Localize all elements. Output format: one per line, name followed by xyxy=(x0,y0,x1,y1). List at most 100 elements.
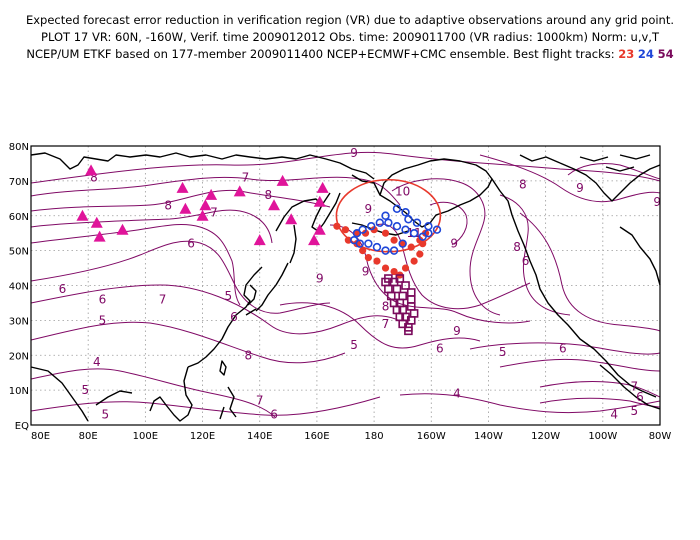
contour-label: 5 xyxy=(99,313,107,327)
coastline-okhotsk xyxy=(275,198,323,232)
contour-label: 6 xyxy=(187,237,195,251)
purple-track-point xyxy=(409,309,419,318)
blue-track-point xyxy=(401,225,410,234)
coastline-arctic-islands xyxy=(519,154,651,172)
contour-label: 4 xyxy=(610,408,618,422)
contour-label: 7 xyxy=(159,292,167,306)
purple-track-point xyxy=(395,274,405,283)
blue-track-point xyxy=(367,222,376,231)
blue-track-point xyxy=(392,204,402,213)
blue-track-point xyxy=(355,239,364,248)
triangle-marker xyxy=(313,195,326,207)
contour-label: 11 xyxy=(406,226,421,240)
purple-track-point xyxy=(398,291,407,301)
contour-label: 5 xyxy=(350,338,358,352)
coastline-aleutians xyxy=(351,222,409,236)
lat-tick-label: 30N xyxy=(9,316,29,327)
blue-track-point xyxy=(418,232,427,241)
latitude-tick-labels: EQ 10N 20N 30N 40N 50N 60N 70N 80N xyxy=(9,142,29,432)
blue-track-point xyxy=(401,208,410,217)
red-track-point xyxy=(401,264,410,272)
red-track-point xyxy=(344,236,352,244)
contour-line xyxy=(30,209,273,244)
contour-line xyxy=(30,151,661,184)
coastline-sakhalin xyxy=(289,224,297,264)
plot-frame xyxy=(30,145,661,426)
contour-label: 9 xyxy=(450,237,458,251)
lon-tick-label: 100W xyxy=(588,431,617,442)
contour-line xyxy=(30,189,331,212)
contour-label: 8 xyxy=(519,177,527,191)
contour-label: 7 xyxy=(210,205,218,219)
lon-tick-label: 80W xyxy=(649,431,672,442)
red-track-point xyxy=(359,247,367,255)
lat-tick-label: EQ xyxy=(15,421,29,432)
contour-label: 9 xyxy=(350,146,358,160)
contour-label: 4 xyxy=(93,355,101,369)
lat-tick-label: 80N xyxy=(9,142,29,153)
contour-label: 8 xyxy=(244,348,252,362)
purple-track-point xyxy=(401,312,410,322)
purple-track-point xyxy=(384,284,393,294)
contour-label: 8 xyxy=(90,170,98,184)
contour-label: 5 xyxy=(102,408,110,422)
triangle-markers xyxy=(76,164,329,246)
blue-track-point xyxy=(352,228,362,238)
contour-label: 6 xyxy=(99,292,107,306)
red-track-point xyxy=(407,243,415,251)
lat-tick-label: 40N xyxy=(9,282,29,293)
triangle-marker xyxy=(313,223,326,235)
contour-line xyxy=(30,321,346,364)
coastline-bering xyxy=(351,174,381,196)
contour-label: 9 xyxy=(362,265,370,279)
red-track-point xyxy=(381,264,390,272)
track-purple-id: 54 xyxy=(657,47,674,61)
contour-line xyxy=(499,358,661,372)
contour-label: 7 xyxy=(630,380,638,394)
red-track-point xyxy=(390,236,398,244)
lon-tick-label: 120E xyxy=(190,431,215,442)
coastline-philippines xyxy=(219,386,237,420)
blue-track-point xyxy=(372,242,382,252)
coastline-japan xyxy=(245,262,289,316)
contour-line xyxy=(30,396,381,416)
purple-track-point xyxy=(406,295,416,304)
contour-label: 6 xyxy=(636,390,644,404)
coastline-central-america xyxy=(599,364,661,410)
header-line-1: Expected forecast error reduction in ver… xyxy=(25,13,675,27)
contour-label: 6 xyxy=(270,408,278,422)
coastline-alaska xyxy=(379,158,493,228)
contour-label: 9 xyxy=(365,202,373,216)
triangle-marker xyxy=(199,199,212,211)
triangle-marker xyxy=(196,209,209,221)
contour-line xyxy=(479,154,661,203)
contour-lines xyxy=(30,151,661,418)
lon-tick-label: 140E xyxy=(247,431,272,442)
contour-label: 6 xyxy=(59,282,67,296)
red-track-point xyxy=(390,267,398,276)
lon-tick-label: 180 xyxy=(365,431,384,442)
contour-line xyxy=(469,342,661,355)
triangle-marker xyxy=(90,216,103,228)
lon-tick-label: 80E xyxy=(79,431,98,442)
coastline-gulf xyxy=(619,226,661,286)
blue-track-point xyxy=(364,239,373,248)
flight-track-blue xyxy=(349,204,442,255)
contour-label: 7 xyxy=(382,317,390,331)
coastline-na-west xyxy=(491,178,657,398)
purple-track-point xyxy=(392,284,402,294)
contour-label: 8 xyxy=(164,198,172,212)
header-line-2: PLOT 17 VR: 60N, -160W, Verif. time 2009… xyxy=(41,30,659,44)
flight-track-purple xyxy=(381,274,419,336)
blue-track-point xyxy=(412,218,422,227)
purple-track-point xyxy=(401,281,410,290)
contour-label: 5 xyxy=(82,383,90,397)
purple-track-point xyxy=(406,288,416,297)
coastline-taiwan xyxy=(219,360,227,376)
contour-label: 5 xyxy=(499,345,507,359)
contour-label: 7 xyxy=(256,394,264,408)
contour-label: 8 xyxy=(264,188,272,202)
triangle-marker xyxy=(85,164,98,176)
